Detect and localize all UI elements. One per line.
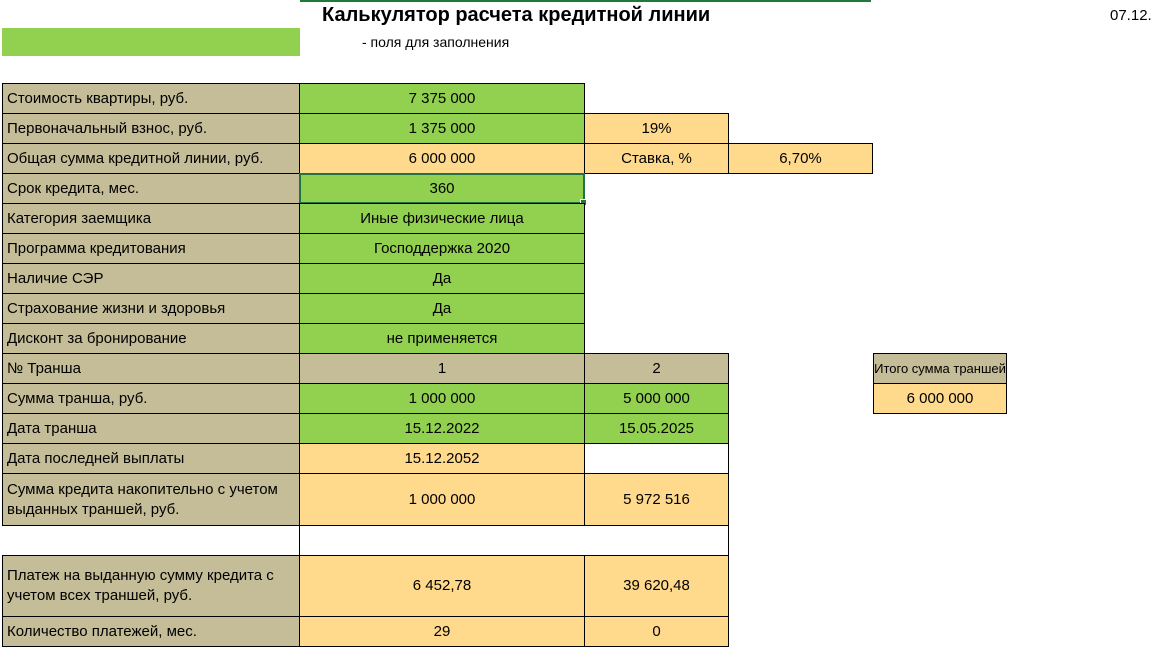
input-ser[interactable]: Да [299, 263, 585, 294]
header-date: 07.12. [1110, 7, 1152, 24]
payment-count-2[interactable]: 0 [584, 616, 729, 647]
label-ser: Наличие СЭР [2, 263, 300, 294]
label-apartment-cost: Стоимость квартиры, руб. [2, 83, 300, 114]
rate-value[interactable]: 6,70% [728, 143, 873, 174]
page-title: Калькулятор расчета кредитной линии [322, 4, 711, 26]
label-program: Программа кредитования [2, 233, 300, 264]
input-insurance[interactable]: Да [299, 293, 585, 324]
input-tranche-sum-2[interactable]: 5 000 000 [584, 383, 729, 414]
label-payment-count: Количество платежей, мес. [2, 616, 300, 647]
input-apartment-cost[interactable]: 7 375 000 [299, 83, 585, 114]
legend-input-swatch [2, 28, 300, 56]
rate-label[interactable]: Ставка, % [584, 143, 729, 174]
input-borrower-category[interactable]: Иные физические лица [299, 203, 585, 234]
payment-1[interactable]: 6 452,78 [299, 555, 585, 617]
label-insurance: Страхование жизни и здоровья [2, 293, 300, 324]
payment-count-1[interactable]: 29 [299, 616, 585, 647]
credit-total-value[interactable]: 6 000 000 [299, 143, 585, 174]
label-down-payment: Первоначальный взнос, руб. [2, 113, 300, 144]
label-tranche-sum: Сумма транша, руб. [2, 383, 300, 414]
label-discount: Дисконт за бронирование [2, 323, 300, 354]
input-program[interactable]: Господдержка 2020 [299, 233, 585, 264]
cumulative-1[interactable]: 1 000 000 [299, 473, 585, 526]
tranche-total-value[interactable]: 6 000 000 [873, 383, 1007, 414]
last-payment-date-2[interactable] [584, 443, 729, 474]
label-last-payment-date: Дата последней выплаты [2, 443, 300, 474]
label-tranche-date: Дата транша [2, 413, 300, 444]
label-term: Срок кредита, мес. [2, 173, 300, 204]
input-tranche-sum-1[interactable]: 1 000 000 [299, 383, 585, 414]
down-payment-percent[interactable]: 19% [584, 113, 729, 144]
payment-2[interactable]: 39 620,48 [584, 555, 729, 617]
label-payment: Платеж на выданную сумму кредита с учето… [2, 555, 300, 617]
spacer-row [299, 525, 729, 556]
input-tranche-date-1[interactable]: 15.12.2022 [299, 413, 585, 444]
tranche-total-label: Итого сумма траншей [873, 353, 1007, 384]
input-tranche-date-2[interactable]: 15.05.2025 [584, 413, 729, 444]
legend-input-text: - поля для заполнения [362, 34, 510, 50]
label-tranche-no: № Транша [2, 353, 300, 384]
tranche-no-1: 1 [299, 353, 585, 384]
label-cumulative: Сумма кредита накопительно с учетом выда… [2, 473, 300, 526]
cumulative-2[interactable]: 5 972 516 [584, 473, 729, 526]
tranche-no-2: 2 [584, 353, 729, 384]
input-discount[interactable]: не применяется [299, 323, 585, 354]
input-term[interactable]: 360 [299, 173, 585, 204]
label-borrower-category: Категория заемщика [2, 203, 300, 234]
label-credit-total: Общая сумма кредитной линии, руб. [2, 143, 300, 174]
top-border-line [300, 0, 871, 2]
input-down-payment[interactable]: 1 375 000 [299, 113, 585, 144]
last-payment-date-1[interactable]: 15.12.2052 [299, 443, 585, 474]
